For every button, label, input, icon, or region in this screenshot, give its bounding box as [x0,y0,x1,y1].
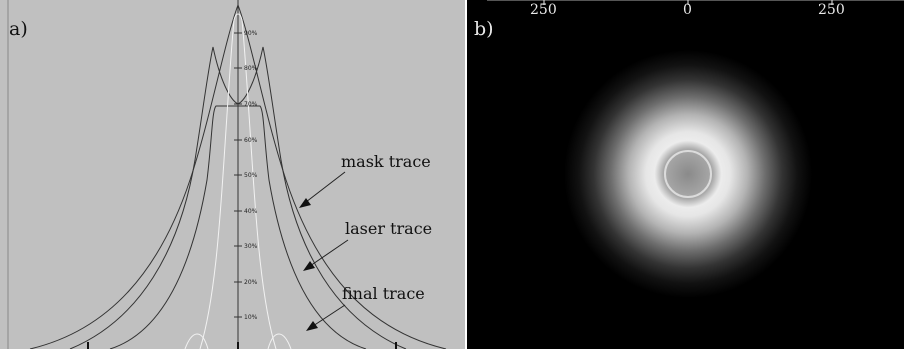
panel-b-label: b) [474,18,494,40]
mask-trace [29,3,447,349]
beam-inner-ring [664,150,712,198]
panel-b-beam-image: b) 250 0 250 [467,0,904,349]
beam-spot [564,50,812,298]
panel-a-profile-plot: 90% 80% 70% 60% 50% 40% 30% 20% 10% a) m… [0,0,465,349]
pct-label-40: 40% [244,208,258,215]
white-trace-base-right [267,333,292,349]
pct-label-80: 80% [244,65,258,72]
pct-label-60: 60% [244,137,258,144]
pct-label-30: 30% [244,243,258,250]
final-arrowhead [306,321,318,331]
laser-arrowhead [303,261,315,271]
percent-ticks: 90% 80% 70% 60% 50% 40% 30% 20% 10% [234,30,258,321]
top-tick-left: 250 [530,2,557,18]
pct-label-20: 20% [244,279,258,286]
top-tick-center: 0 [683,2,692,18]
final-trace [109,105,367,349]
white-trace-base-left [184,333,209,349]
pct-label-70: 70% [244,101,258,108]
pct-label-50: 50% [244,172,258,179]
white-trace [199,13,277,349]
final-trace-label: final trace [342,284,425,303]
pct-label-90: 90% [244,30,258,37]
top-axis [487,0,904,5]
callout-arrows [299,171,349,331]
laser-trace-label: laser trace [345,219,433,238]
mask-trace-label: mask trace [341,152,431,171]
mask-arrowhead [299,198,311,208]
profile-plot-svg: 90% 80% 70% 60% 50% 40% 30% 20% 10% [7,0,447,349]
pct-label-10: 10% [244,314,258,321]
beam-spot-svg [487,0,904,298]
top-tick-right: 250 [818,2,845,18]
panel-a-label: a) [9,18,28,40]
bottom-ticks [87,342,397,349]
